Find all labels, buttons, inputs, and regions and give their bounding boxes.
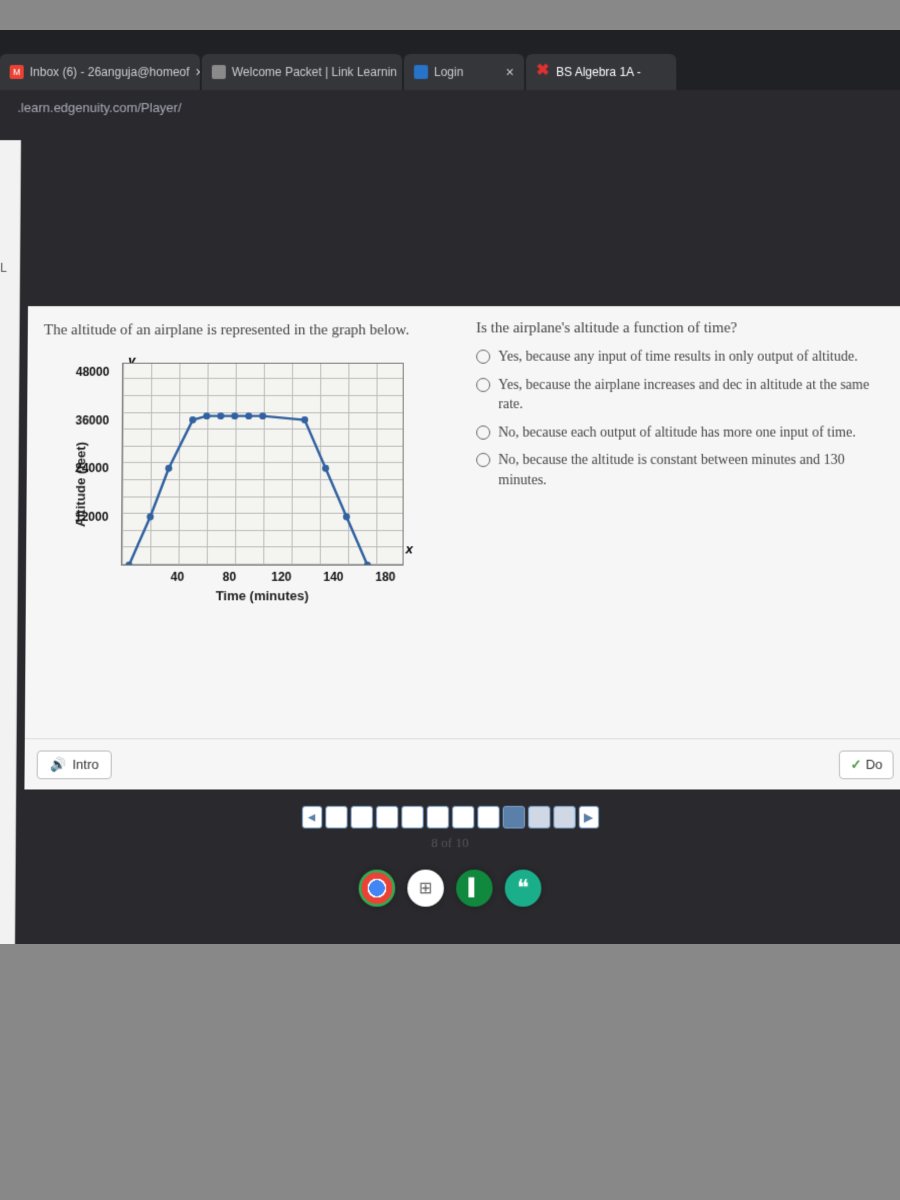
xtick-40: 40 bbox=[159, 569, 195, 583]
footer-bar: 🔊 Intro ✓ Do bbox=[24, 738, 900, 789]
ytick-24000: 24000 bbox=[75, 461, 109, 475]
progress-step[interactable] bbox=[452, 806, 474, 829]
progress-step[interactable] bbox=[477, 806, 499, 829]
tab-inbox[interactable]: M Inbox (6) - 26anguja@homeof × bbox=[0, 54, 200, 90]
url-bar[interactable]: .learn.edgenuity.com/Player/ bbox=[0, 90, 900, 127]
tab-label: Inbox (6) - 26anguja@homeof bbox=[30, 65, 190, 79]
option-b[interactable]: Yes, because the airplane increases and … bbox=[476, 375, 887, 415]
x-tick-row: 40 80 120 140 180 bbox=[121, 569, 404, 583]
option-a[interactable]: Yes, because any input of time results i… bbox=[476, 348, 886, 368]
ytick-48000: 48000 bbox=[76, 364, 110, 378]
close-icon[interactable]: × bbox=[397, 64, 402, 80]
ytick-12000: 12000 bbox=[75, 509, 109, 523]
left-column: The altitude of an airplane is represent… bbox=[41, 320, 476, 724]
url-text: .learn.edgenuity.com/Player/ bbox=[7, 96, 892, 119]
option-text: Yes, because any input of time results i… bbox=[498, 348, 858, 368]
xtick-180: 180 bbox=[367, 569, 403, 583]
edgenuity-icon: ✖ bbox=[536, 65, 550, 79]
intro-label: Intro bbox=[72, 757, 98, 772]
progress-step[interactable] bbox=[502, 806, 524, 829]
screen: M Inbox (6) - 26anguja@homeof × Welcome … bbox=[0, 30, 900, 944]
next-button[interactable]: ▶ bbox=[578, 806, 598, 829]
xtick-120: 120 bbox=[263, 569, 299, 583]
gmail-icon: M bbox=[10, 65, 24, 79]
check-icon: ✓ bbox=[850, 756, 861, 772]
close-icon[interactable]: × bbox=[189, 64, 200, 80]
tab-login[interactable]: Login × bbox=[404, 54, 524, 90]
tab-algebra[interactable]: ✖ BS Algebra 1A - bbox=[526, 54, 676, 90]
tab-label: Login bbox=[434, 65, 463, 79]
doc-icon bbox=[212, 65, 226, 79]
progress-squares: ◄ ▶ bbox=[301, 806, 598, 829]
radio-icon[interactable] bbox=[476, 425, 490, 439]
progress-step[interactable] bbox=[325, 806, 347, 829]
chart-svg bbox=[122, 363, 403, 564]
option-text: No, because the altitude is constant bet… bbox=[498, 451, 887, 491]
x-axis-label: Time (minutes) bbox=[121, 588, 404, 603]
right-column: Is the airplane's altitude a function of… bbox=[476, 320, 897, 724]
chrome-icon[interactable] bbox=[359, 870, 396, 907]
x-letter: x bbox=[406, 541, 413, 556]
done-button[interactable]: ✓ Do bbox=[839, 750, 893, 779]
progress-text: 8 of 10 bbox=[0, 835, 900, 851]
progress-step[interactable] bbox=[426, 806, 448, 829]
option-d[interactable]: No, because the altitude is constant bet… bbox=[476, 451, 887, 491]
xtick-80: 80 bbox=[211, 569, 247, 583]
progress-step[interactable] bbox=[350, 806, 372, 829]
plot-area bbox=[121, 362, 404, 565]
altitude-chart: Altitude (feet) y x 12000 24000 36000 48… bbox=[42, 352, 426, 616]
option-c[interactable]: No, because each output of altitude has … bbox=[476, 423, 887, 443]
dell-logo: DELL bbox=[0, 995, 900, 1050]
option-text: No, because each output of altitude has … bbox=[498, 423, 856, 443]
tab-welcome-packet[interactable]: Welcome Packet | Link Learnin × bbox=[202, 54, 402, 90]
radio-icon[interactable] bbox=[476, 453, 490, 467]
close-icon[interactable]: × bbox=[500, 64, 514, 80]
question-prompt: The altitude of an airplane is represent… bbox=[44, 320, 446, 342]
prev-button[interactable]: ◄ bbox=[301, 806, 321, 829]
question-card: The altitude of an airplane is represent… bbox=[25, 306, 900, 738]
ytick-36000: 36000 bbox=[75, 413, 109, 427]
tab-label: Welcome Packet | Link Learnin bbox=[232, 65, 397, 79]
progress-step[interactable] bbox=[401, 806, 423, 829]
question-title: Is the airplane's altitude a function of… bbox=[476, 320, 886, 337]
app-icon-2[interactable]: ▌ bbox=[456, 870, 493, 907]
sidebar-label: L bbox=[0, 261, 7, 275]
intro-button[interactable]: 🔊 Intro bbox=[37, 750, 112, 779]
os-taskbar: ⊞ ▌ ❝ bbox=[0, 863, 900, 912]
done-label: Do bbox=[866, 757, 883, 772]
progress-step[interactable] bbox=[375, 806, 397, 829]
radio-icon[interactable] bbox=[476, 377, 490, 391]
speaker-icon: 🔊 bbox=[50, 756, 67, 772]
progress-step[interactable] bbox=[553, 806, 575, 829]
site-icon bbox=[414, 65, 428, 79]
browser-tab-strip: M Inbox (6) - 26anguja@homeof × Welcome … bbox=[0, 30, 900, 90]
tab-label: BS Algebra 1A - bbox=[556, 65, 641, 79]
app-icon[interactable]: ⊞ bbox=[407, 870, 444, 907]
radio-icon[interactable] bbox=[476, 350, 490, 364]
progress-area: ◄ ▶ 8 of 10 bbox=[0, 806, 900, 851]
option-text: Yes, because the airplane increases and … bbox=[498, 375, 887, 415]
xtick-140: 140 bbox=[315, 569, 351, 583]
app-icon-3[interactable]: ❝ bbox=[505, 870, 542, 907]
progress-step[interactable] bbox=[528, 806, 550, 829]
